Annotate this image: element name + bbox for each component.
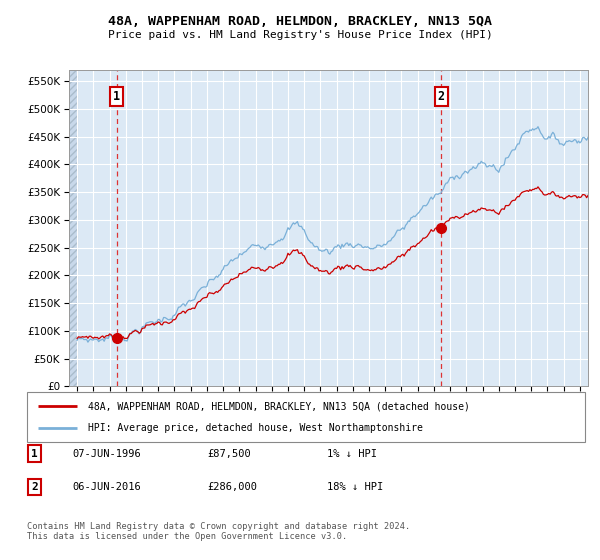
Text: 1: 1 (31, 449, 38, 459)
Text: £286,000: £286,000 (207, 482, 257, 492)
Text: 2: 2 (437, 90, 445, 104)
Text: Contains HM Land Registry data © Crown copyright and database right 2024.
This d: Contains HM Land Registry data © Crown c… (27, 522, 410, 542)
Text: 07-JUN-1996: 07-JUN-1996 (72, 449, 141, 459)
Text: HPI: Average price, detached house, West Northamptonshire: HPI: Average price, detached house, West… (88, 423, 423, 433)
FancyBboxPatch shape (27, 392, 585, 442)
Polygon shape (69, 70, 77, 386)
Text: 1: 1 (113, 90, 120, 104)
Text: 2: 2 (31, 482, 38, 492)
Text: 1% ↓ HPI: 1% ↓ HPI (327, 449, 377, 459)
Text: 18% ↓ HPI: 18% ↓ HPI (327, 482, 383, 492)
Text: 48A, WAPPENHAM ROAD, HELMDON, BRACKLEY, NN13 5QA: 48A, WAPPENHAM ROAD, HELMDON, BRACKLEY, … (108, 15, 492, 28)
Text: Price paid vs. HM Land Registry's House Price Index (HPI): Price paid vs. HM Land Registry's House … (107, 30, 493, 40)
Text: 06-JUN-2016: 06-JUN-2016 (72, 482, 141, 492)
Text: 48A, WAPPENHAM ROAD, HELMDON, BRACKLEY, NN13 5QA (detached house): 48A, WAPPENHAM ROAD, HELMDON, BRACKLEY, … (88, 401, 470, 411)
Text: £87,500: £87,500 (207, 449, 251, 459)
